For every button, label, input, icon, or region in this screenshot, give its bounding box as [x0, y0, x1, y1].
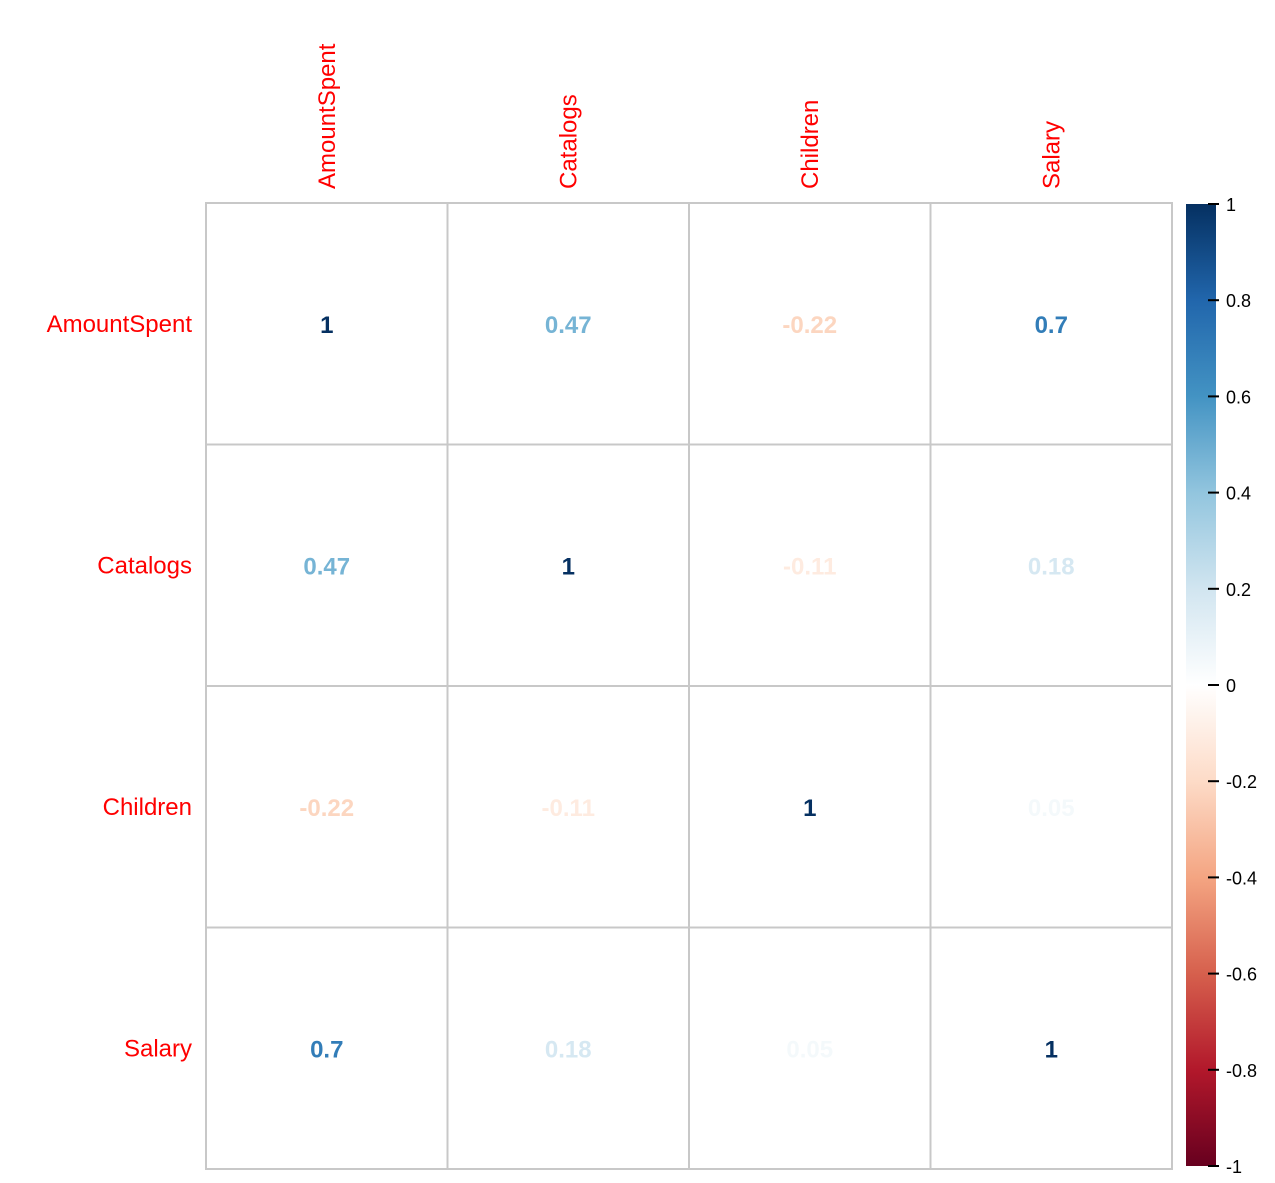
colorbar-tick-label: -0.6 [1226, 965, 1257, 985]
cell-value-catalogs-salary: 0.18 [1028, 553, 1075, 580]
cell-value-catalogs-catalogs: 1 [562, 553, 575, 580]
cell-value-children-catalogs: -0.11 [542, 795, 595, 822]
row-labels: AmountSpent Catalogs Children Salary [47, 311, 193, 1063]
cell-value-salary-amountspent: 0.7 [310, 1036, 343, 1063]
colorbar-tick-label: -0.4 [1226, 868, 1257, 888]
column-label-children: Children [797, 100, 824, 189]
cell-value-catalogs-amountspent: 0.47 [303, 553, 350, 580]
cell-value-catalogs-children: -0.11 [783, 553, 836, 580]
colorbar-tick-label: -1 [1226, 1157, 1242, 1177]
row-label-amountspent: AmountSpent [47, 311, 193, 338]
row-label-children: Children [103, 794, 192, 821]
colorbar-tick-label: 0.2 [1226, 580, 1251, 600]
colorbar-tick-label: 0.6 [1226, 387, 1251, 407]
matrix-grid [205, 202, 1173, 1170]
cell-value-children-amountspent: -0.22 [299, 795, 354, 822]
column-label-amountspent: AmountSpent [314, 43, 341, 189]
row-label-catalogs: Catalogs [97, 552, 192, 579]
cell-value-amountspent-catalogs: 0.47 [545, 312, 592, 339]
row-label-salary: Salary [124, 1035, 192, 1062]
cell-value-amountspent-amountspent: 1 [320, 312, 333, 339]
cell-values: 1 0.47 -0.22 0.7 0.47 1 -0.11 0.18 -0.22 -0.11 1 0.… [299, 312, 1074, 1064]
colorbar-tick-label: -0.2 [1226, 772, 1257, 792]
cell-value-salary-catalogs: 0.18 [545, 1036, 592, 1063]
cell-value-children-children: 1 [803, 795, 816, 822]
colorbar-tick-label: 0.4 [1226, 484, 1251, 504]
cell-value-amountspent-salary: 0.7 [1035, 312, 1068, 339]
cell-value-salary-children: 0.05 [786, 1036, 833, 1063]
column-label-salary: Salary [1038, 121, 1065, 189]
colorbar-tick-label: 0.8 [1226, 291, 1251, 311]
column-labels: AmountSpent Catalogs Children Salary [314, 43, 1066, 189]
cell-value-salary-salary: 1 [1045, 1036, 1058, 1063]
colorbar: 1 0.8 0.6 0.4 0.2 0 -0.2 -0.4 -0.6 -0.8 -1 [1186, 195, 1257, 1177]
column-label-catalogs: Catalogs [555, 94, 582, 189]
colorbar-tick-label: 1 [1226, 195, 1236, 215]
colorbar-tick-label: 0 [1226, 676, 1236, 696]
colorbar-ticks: 1 0.8 0.6 0.4 0.2 0 -0.2 -0.4 -0.6 -0.8 -1 [1208, 195, 1257, 1177]
colorbar-tick-label: -0.8 [1226, 1061, 1257, 1081]
cell-value-amountspent-children: -0.22 [782, 312, 837, 339]
cell-value-children-salary: 0.05 [1028, 795, 1075, 822]
